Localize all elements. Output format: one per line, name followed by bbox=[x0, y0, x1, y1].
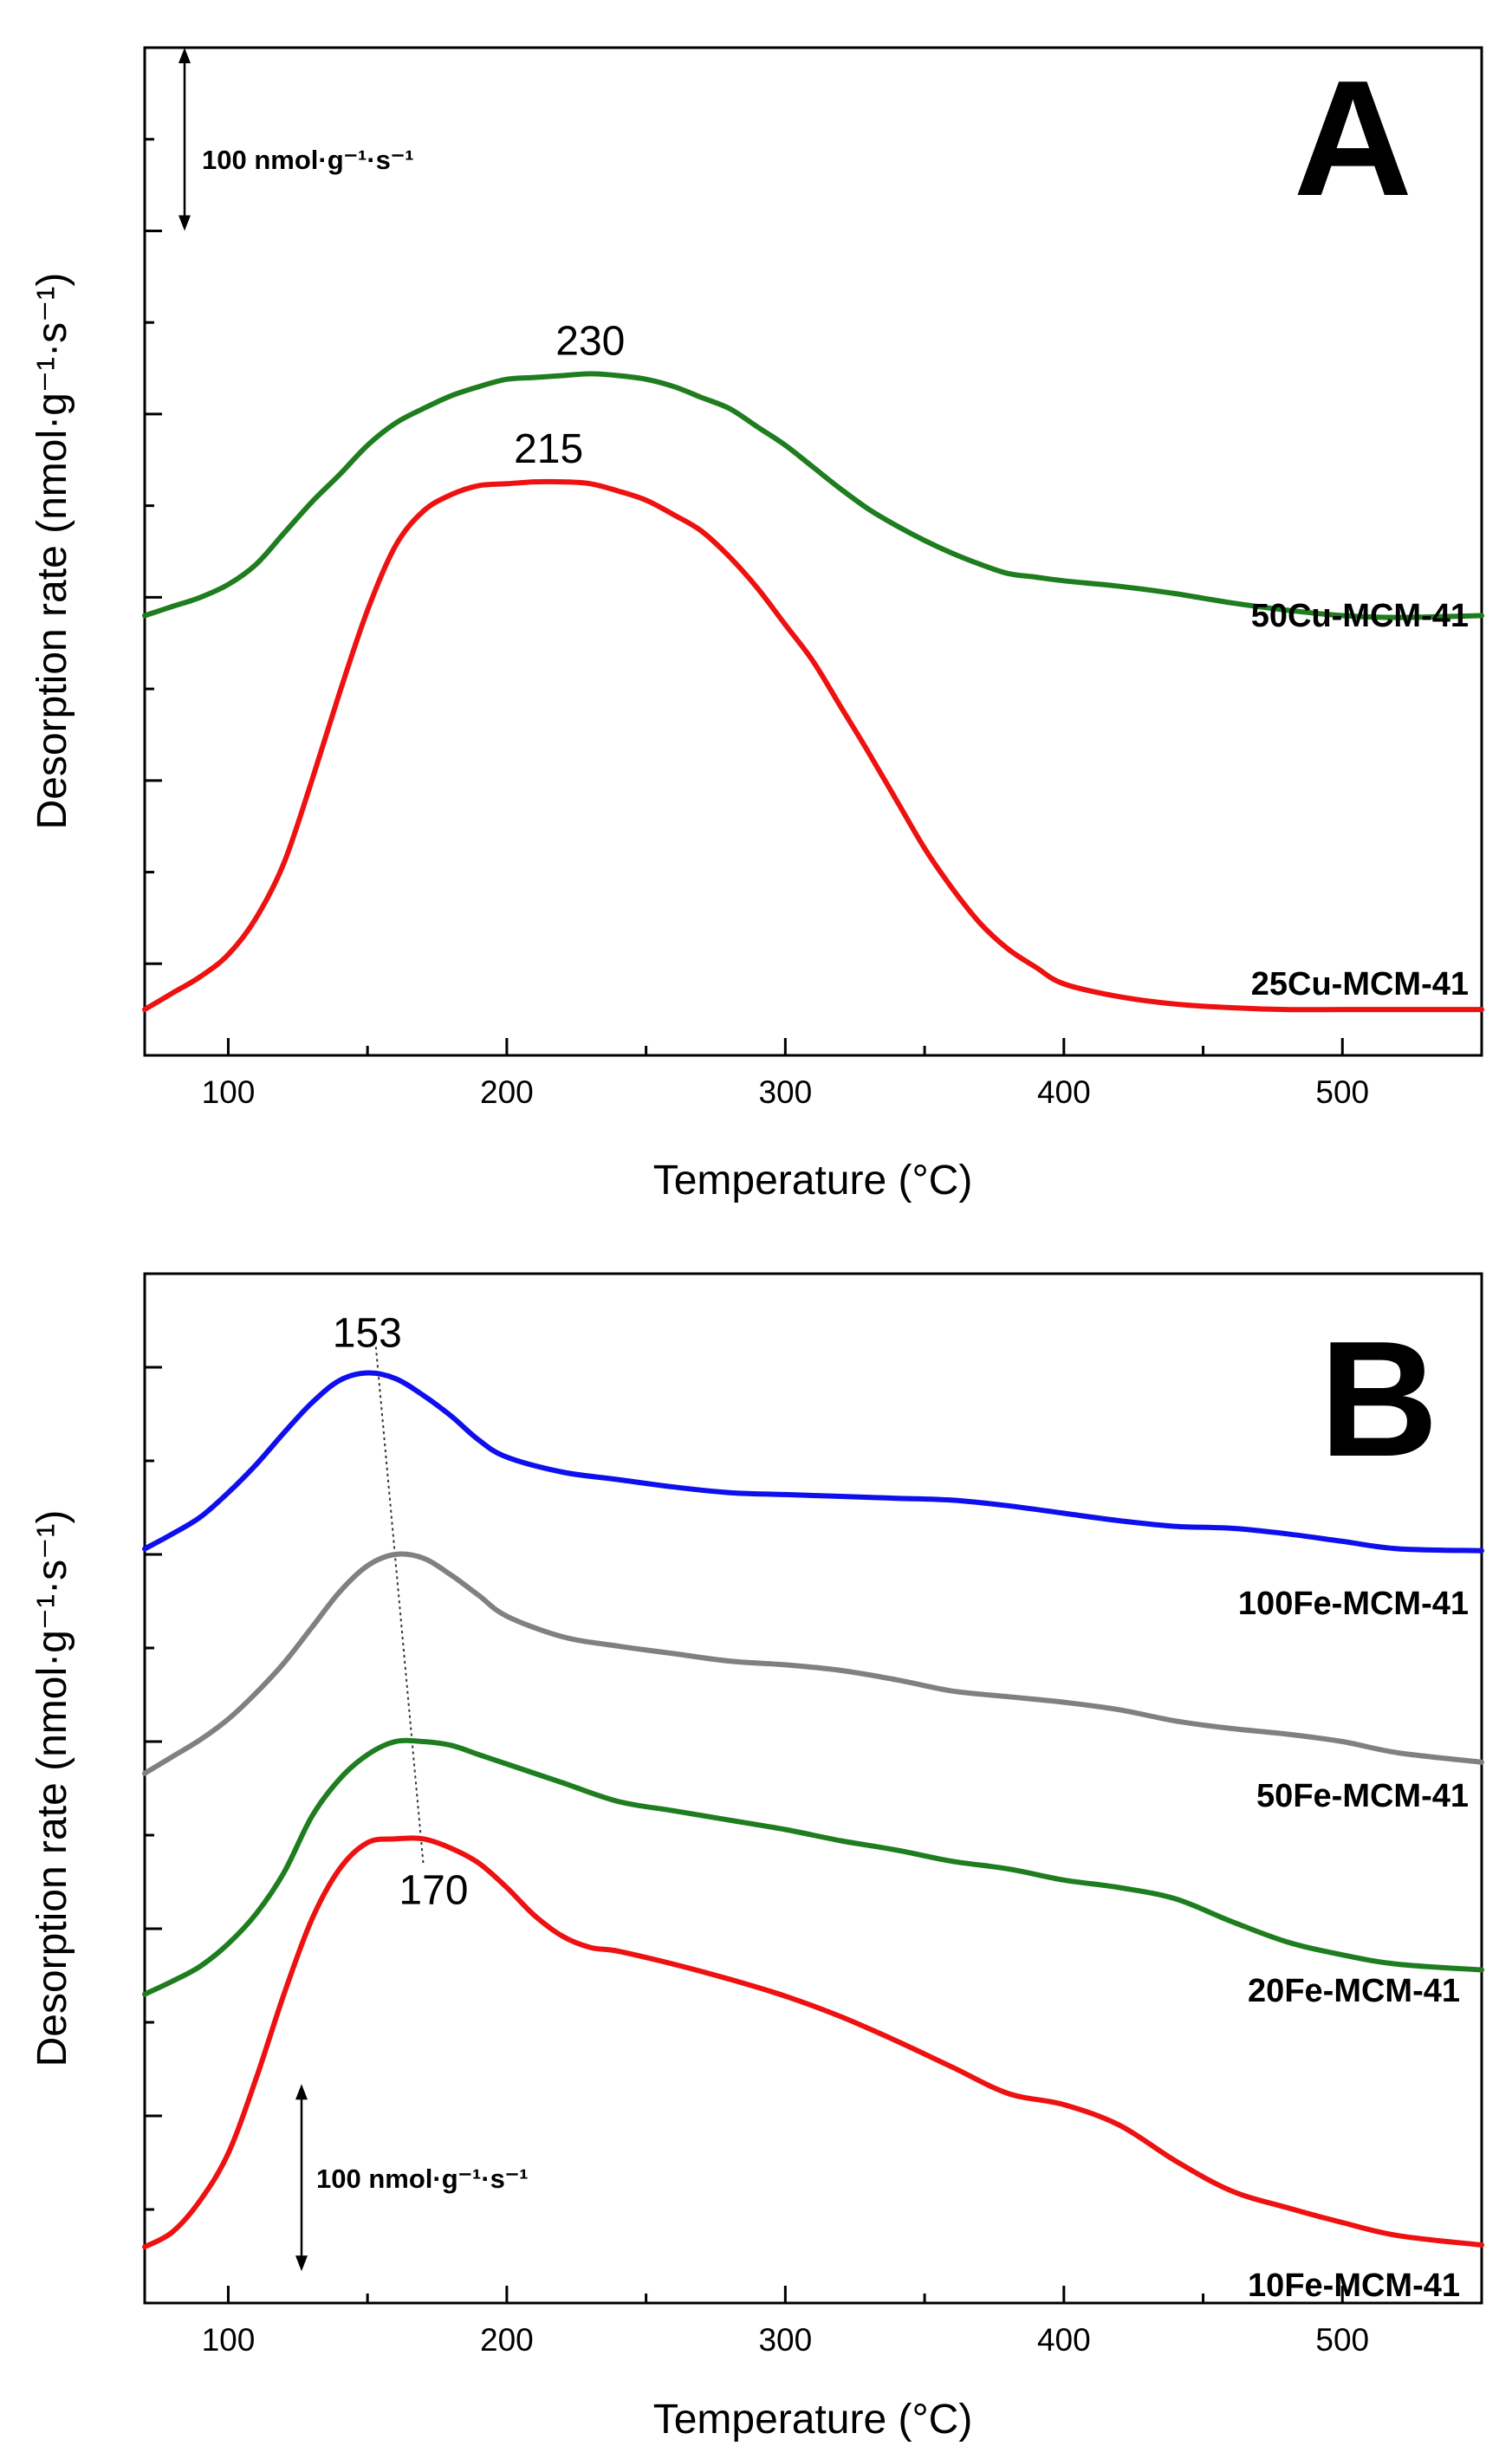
y-axis-title: Desorption rate (nmol·g⁻¹·s⁻¹) bbox=[29, 1510, 75, 2067]
panel-a: 100 200 300 400 500 50Cu-MCM-41 25Cu-MCM-41 2… bbox=[29, 46, 1484, 1204]
x-tick-label: 300 bbox=[758, 1074, 812, 1110]
x-tick-label: 500 bbox=[1315, 2322, 1369, 2358]
arrow-up-icon bbox=[295, 2084, 308, 2100]
x-tick-label: 300 bbox=[758, 2322, 812, 2358]
series-line-100fe-mcm-41 bbox=[142, 1370, 1484, 1554]
series-line-20fe-mcm-41 bbox=[142, 1737, 1484, 1997]
peak-annotations: 230 215 bbox=[514, 318, 625, 472]
panel-letter: B bbox=[1320, 1307, 1438, 1491]
scale-bar: 100 nmol·g⁻¹·s⁻¹ bbox=[295, 2084, 529, 2272]
x-tick-label: 200 bbox=[480, 1074, 534, 1110]
series-line-10fe-mcm-41 bbox=[142, 1835, 1484, 2250]
plot-frame bbox=[143, 46, 1483, 1057]
scale-bar-label: 100 nmol·g⁻¹·s⁻¹ bbox=[202, 145, 414, 175]
series-line-50fe-mcm-41 bbox=[142, 1551, 1484, 1776]
x-tick-label: 200 bbox=[480, 2322, 534, 2358]
x-tick-label: 400 bbox=[1037, 2322, 1091, 2358]
panel-b: 100 200 300 400 500 100Fe-MCM-41 50Fe-MCM-41 2… bbox=[29, 1272, 1484, 2443]
curves: 100Fe-MCM-41 50Fe-MCM-41 20Fe-MCM-41 10Fe-M… bbox=[142, 1370, 1484, 2304]
x-axis-title: Temperature (°C) bbox=[653, 2397, 973, 2443]
x-tick-label: 100 bbox=[202, 2322, 256, 2358]
series-label: 50Fe-MCM-41 bbox=[1256, 1778, 1469, 1814]
curves: 50Cu-MCM-41 25Cu-MCM-41 bbox=[142, 371, 1484, 1013]
peak-shift-dotted-line bbox=[374, 1346, 425, 1864]
series-label: 50Cu-MCM-41 bbox=[1251, 598, 1469, 634]
arrow-down-icon bbox=[295, 2255, 308, 2272]
arrow-up-icon bbox=[178, 48, 191, 63]
scale-bar-label: 100 nmol·g⁻¹·s⁻¹ bbox=[316, 2164, 529, 2194]
peak-label: 230 bbox=[555, 318, 625, 364]
series-line-50cu-mcm-41 bbox=[142, 371, 1484, 620]
peak-shift-line bbox=[374, 1346, 425, 1864]
x-axis-ticks: 100 200 300 400 500 bbox=[202, 1038, 1483, 1110]
arrow-down-icon bbox=[178, 215, 191, 231]
series-line-25cu-mcm-41 bbox=[142, 478, 1484, 1013]
series-label: 100Fe-MCM-41 bbox=[1238, 1586, 1469, 1622]
scale-bar: 100 nmol·g⁻¹·s⁻¹ bbox=[178, 48, 414, 231]
x-axis-title: Temperature (°C) bbox=[653, 1158, 973, 1204]
series-label: 20Fe-MCM-41 bbox=[1248, 1973, 1460, 2009]
x-tick-label: 400 bbox=[1037, 1074, 1091, 1110]
peak-label: 215 bbox=[514, 426, 583, 472]
plot-frame bbox=[143, 1272, 1483, 2305]
y-axis-ticks bbox=[145, 46, 162, 1057]
x-tick-label: 500 bbox=[1315, 1074, 1369, 1110]
x-axis-ticks: 100 200 300 400 500 bbox=[202, 2286, 1483, 2358]
series-label: 10Fe-MCM-41 bbox=[1248, 2268, 1460, 2304]
peak-label: 153 bbox=[333, 1310, 402, 1356]
y-axis-title: Desorption rate (nmol·g⁻¹·s⁻¹) bbox=[29, 273, 75, 830]
x-tick-label: 100 bbox=[202, 1074, 256, 1110]
peak-label: 170 bbox=[399, 1867, 468, 1913]
peak-annotations: 153 170 bbox=[333, 1310, 469, 1913]
panel-letter: A bbox=[1294, 47, 1412, 230]
series-label: 25Cu-MCM-41 bbox=[1251, 966, 1469, 1002]
y-axis-ticks bbox=[145, 1272, 162, 2305]
